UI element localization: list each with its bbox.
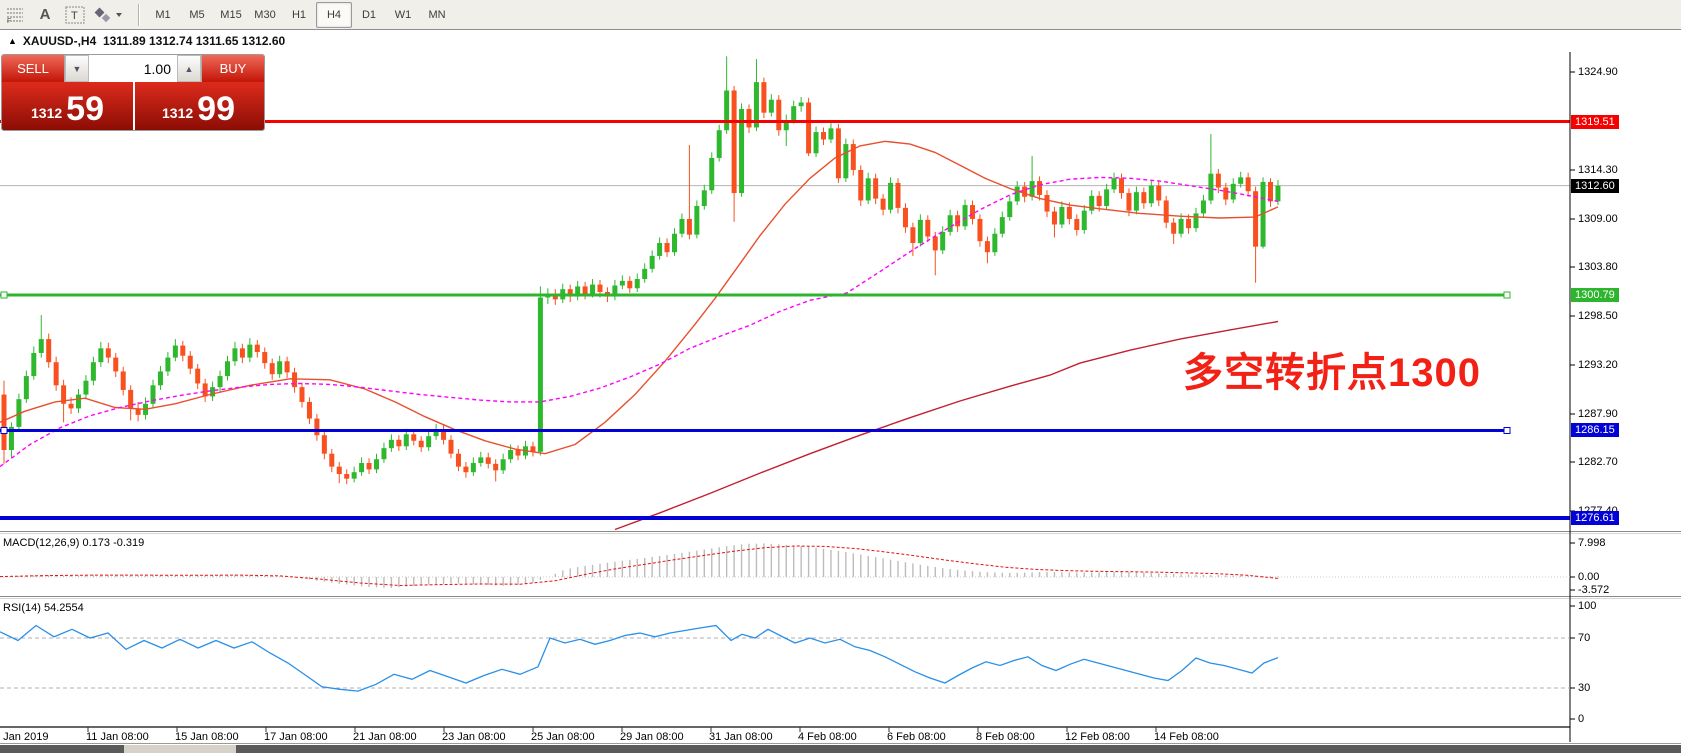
symbol-header: ▲ XAUUSD-,H4 1311.89 1312.74 1311.65 131… [8,33,285,49]
price-axis-label: 1324.90 [1578,66,1618,78]
macd-axis-label: 0.00 [1578,571,1600,583]
direction-arrow-icon: ▲ [8,36,17,46]
date-label: 17 Jan 08:00 [264,731,328,743]
tab-h4[interactable]: H4 [316,1,352,28]
macd-signal-line [0,545,1279,587]
toolbar-separator [138,3,140,26]
rsi-line [0,624,1279,692]
svg-text:F: F [7,18,11,24]
sell-price-big: 59 [66,90,104,128]
price-axis-label: 1303.80 [1578,261,1618,273]
one-click-trade-panel: SELL ▼ 1.00 ▲ BUY 1312 59 1312 99 [1,54,265,131]
date-label: 31 Jan 08:00 [709,731,773,743]
tab-m15[interactable]: M15 [220,8,242,21]
shapes-dropdown-icon[interactable] [92,3,126,27]
price-axis-label: 1287.90 [1578,408,1618,420]
date-label: 11 Jan 08:00 [86,731,149,743]
date-label: 9 Jan 2019 [0,731,49,743]
macd-label: MACD(12,26,9) 0.173 -0.319 [3,537,145,549]
ma-fast [0,140,1279,455]
buy-button[interactable]: BUY [202,55,264,82]
ohlc-close: 1312.60 [241,34,286,48]
date-label: 23 Jan 08:00 [442,731,506,743]
rsi-label: RSI(14) 54.2554 [3,602,84,614]
price-tag: 1312.60 [1571,179,1619,193]
symbol-name: XAUUSD-,H4 [22,34,97,48]
ohlc-low: 1311.65 [195,34,239,48]
ma-slow [614,320,1279,531]
price-axis-label: 1293.20 [1578,359,1618,371]
volume-decrease-button[interactable]: ▼ [65,55,89,82]
tab-d1[interactable]: D1 [361,8,377,21]
buy-price-big: 99 [197,90,235,128]
buy-price[interactable]: 1312 99 [133,82,264,130]
tab-w1[interactable]: W1 [394,8,412,21]
macd-axis-label: -3.572 [1578,584,1610,596]
rsi-axis-label: 100 [1578,600,1597,612]
tab-mn[interactable]: MN [428,8,446,21]
ohlc-open: 1311.89 [102,34,146,48]
text-box-icon[interactable]: T [62,3,88,27]
price-axis-label: 1282.70 [1578,456,1618,468]
rsi-value: 54.2554 [43,602,84,614]
price-divider [133,82,135,130]
price-tag: 1300.79 [1571,288,1619,302]
toolbar: F A T M1 M5 M15 M30 H1 H4 D1 W1 MN [0,0,1681,30]
volume-stepper: ▼ 1.00 ▲ [64,55,202,82]
tab-m5[interactable]: M5 [189,8,205,21]
tab-m1[interactable]: M1 [155,8,171,21]
ma-mid [0,176,1279,468]
macd-values: 0.173 -0.319 [82,537,145,549]
text-label-icon[interactable]: A [39,6,51,23]
chart-annotation-text: 多空转折点1300 [1183,351,1481,395]
buy-price-small: 1312 [162,105,194,121]
price-axis-label: 1314.30 [1578,164,1618,176]
date-label: 4 Feb 08:00 [798,731,857,743]
tab-m30[interactable]: M30 [254,8,276,21]
scrollbar-segment[interactable] [236,745,1681,753]
date-label: 21 Jan 08:00 [353,731,417,743]
date-label: 12 Feb 08:00 [1065,731,1130,743]
ohlc-high: 1312.74 [149,34,193,48]
date-label: 29 Jan 08:00 [620,731,684,743]
price-tag: 1319.51 [1571,115,1619,129]
volume-increase-button[interactable]: ▲ [177,55,201,82]
price-tag: 1276.61 [1571,511,1619,525]
sell-price[interactable]: 1312 59 [2,82,133,130]
date-label: 25 Jan 08:00 [531,731,595,743]
price-axis-label: 1298.50 [1578,310,1618,322]
rsi-axis-label: 70 [1578,632,1591,644]
volume-input[interactable]: 1.00 [143,60,171,77]
macd-axis-label: 7.998 [1578,537,1606,549]
sell-price-small: 1312 [31,105,63,121]
date-label: 6 Feb 08:00 [887,731,946,743]
rsi-axis-label: 0 [1578,713,1585,725]
svg-text:T: T [71,10,78,22]
tab-h1[interactable]: H1 [291,8,307,21]
scrollbar-segment[interactable] [0,745,124,753]
date-label: 15 Jan 08:00 [175,731,239,743]
price-tag: 1286.15 [1571,423,1619,437]
date-label: 14 Feb 08:00 [1154,731,1219,743]
date-label: 8 Feb 08:00 [976,731,1035,743]
scrollbar-segment[interactable] [124,745,236,753]
rsi-axis-label: 30 [1578,682,1591,694]
price-axis-label: 1309.00 [1578,213,1618,225]
grid-fibo-icon[interactable]: F [2,3,28,27]
sell-button[interactable]: SELL [2,55,64,82]
